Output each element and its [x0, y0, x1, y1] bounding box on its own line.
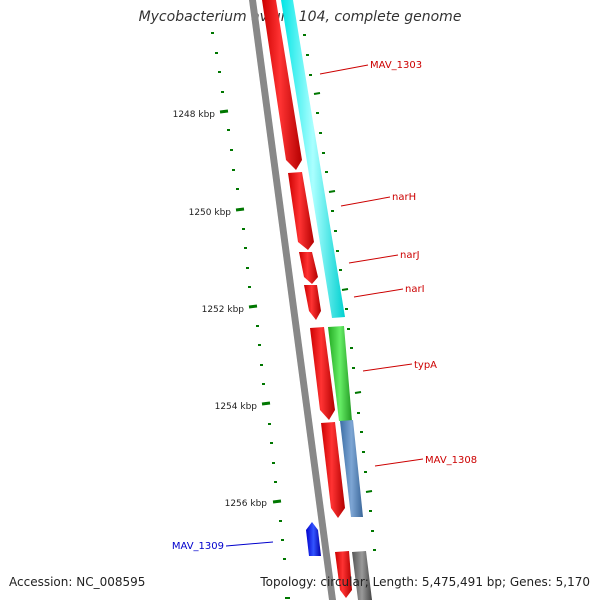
cds-arrow[interactable]	[299, 252, 318, 284]
scale-major-ticks	[219, 109, 282, 504]
tick-label: 1250 kbp	[189, 208, 232, 218]
scale-minor-ticks-right	[303, 34, 376, 551]
cds-arrow[interactable]	[288, 172, 314, 250]
gene-label-mav-1303[interactable]: MAV_1303	[370, 60, 422, 71]
highlight-label-mav-1309[interactable]: MAV_1309	[172, 541, 224, 552]
gene-label-leaders	[319, 64, 424, 467]
map-title: Mycobacterium avium 104, complete genome	[138, 9, 462, 25]
cds-arrow[interactable]	[262, 0, 302, 170]
feature-band-cyan[interactable]	[281, 0, 345, 318]
gene-label-narh[interactable]: narH	[392, 192, 416, 203]
highlight-feature[interactable]	[306, 522, 321, 556]
gene-label-mav-1308[interactable]: MAV_1308	[425, 455, 477, 466]
gene-label-narj[interactable]: narJ	[400, 250, 420, 261]
gene-label-typa[interactable]: typA	[414, 360, 437, 371]
feature-band-steelblue[interactable]	[340, 420, 363, 517]
genome-backbone	[249, 0, 336, 600]
genome-summary-text: Topology: circular; Length: 5,475,491 bp…	[260, 575, 590, 589]
highlight-label-leader	[225, 541, 274, 547]
cds-arrow[interactable]	[304, 285, 321, 320]
tick-label: 1254 kbp	[215, 402, 258, 412]
feature-band-gray[interactable]	[352, 551, 372, 600]
gene-label-nari[interactable]: narI	[405, 284, 425, 295]
feature-band-green[interactable]	[328, 326, 352, 421]
tick-label: 1248 kbp	[173, 110, 216, 120]
tick-label: 1252 kbp	[202, 305, 245, 315]
tick-label: 1256 kbp	[225, 499, 268, 509]
cds-arrow[interactable]	[335, 551, 352, 598]
cds-arrow[interactable]	[310, 327, 335, 420]
cds-arrow[interactable]	[321, 422, 345, 518]
accession-text: Accession: NC_008595	[9, 575, 146, 589]
scale-minor-ticks-left	[211, 32, 290, 599]
